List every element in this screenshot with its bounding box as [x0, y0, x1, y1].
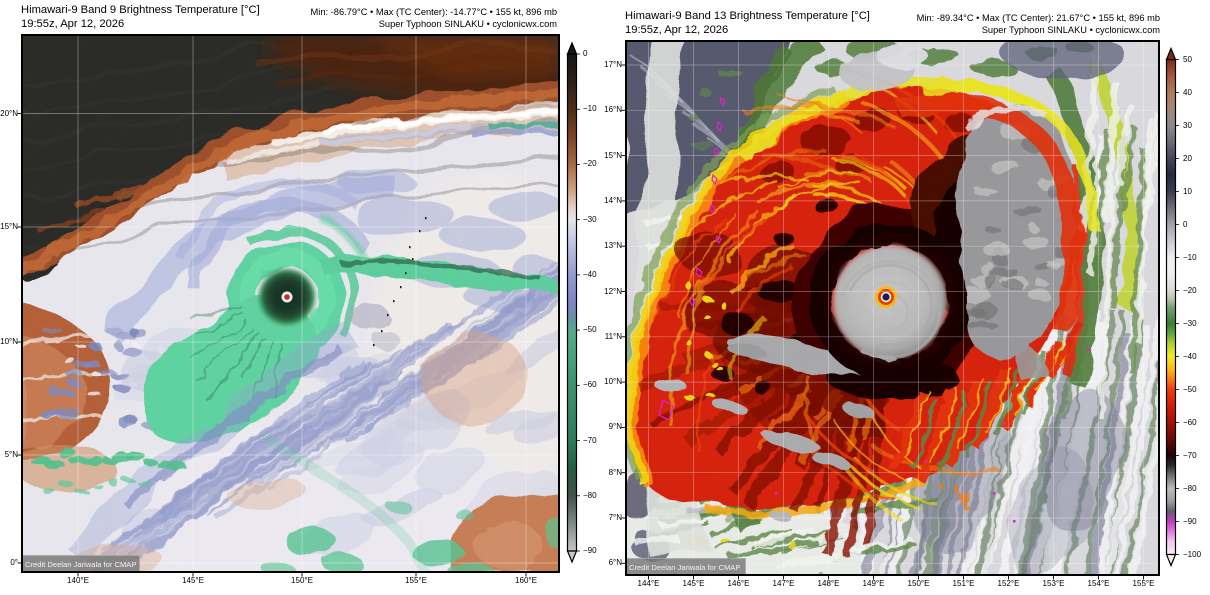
svg-text:Credit Deelan Jariwala for CMA: Credit Deelan Jariwala for CMAP	[629, 563, 740, 572]
svg-text:Credit Deelan Jariwala for CMA: Credit Deelan Jariwala for CMAP	[25, 560, 136, 569]
